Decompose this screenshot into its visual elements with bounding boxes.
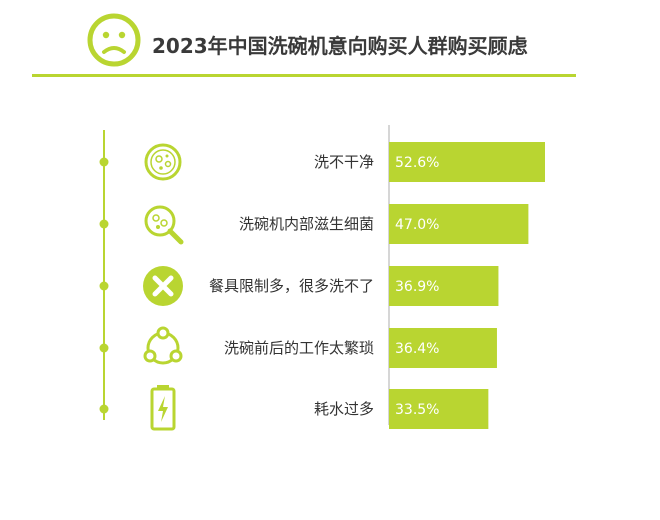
page-title: 2023年中国洗碗机意向购买人群购买顾虑	[152, 34, 528, 58]
timeline-dot	[99, 404, 109, 414]
bar	[389, 328, 497, 368]
title-divider	[32, 74, 576, 77]
cycle-icon	[143, 326, 183, 365]
timeline-dot	[99, 219, 109, 229]
chart-row: 洗碗机内部滋生细菌 47.0%	[99, 204, 529, 245]
chart-row: 耗水过多 33.5%	[99, 385, 489, 431]
chart-row: 洗不干净 52.6%	[99, 142, 545, 182]
x-circle-icon	[143, 266, 183, 306]
magnifier-bacteria-icon	[144, 205, 184, 245]
battery-bolt-icon	[150, 385, 176, 431]
chart-row: 洗碗前后的工作太繁琐 36.4%	[99, 326, 497, 368]
sad-face-icon	[86, 12, 142, 72]
category-label: 耗水过多	[314, 400, 374, 418]
category-label: 洗不干净	[314, 153, 374, 171]
timeline-dot	[99, 281, 109, 291]
category-label: 洗碗机内部滋生细菌	[239, 215, 374, 233]
value-label: 36.4%	[395, 341, 439, 357]
value-label: 33.5%	[395, 402, 439, 418]
category-label: 洗碗前后的工作太繁琐	[224, 339, 374, 357]
value-label: 52.6%	[395, 155, 439, 171]
bacteria-dish-icon	[144, 143, 182, 181]
bar	[389, 266, 499, 306]
bar	[389, 389, 489, 429]
value-label: 36.9%	[395, 279, 439, 295]
category-label: 餐具限制多，很多洗不了	[209, 277, 374, 295]
bar	[389, 142, 545, 182]
timeline-dot	[99, 343, 109, 353]
timeline-dot	[99, 157, 109, 167]
chart-row: 餐具限制多，很多洗不了 36.9%	[99, 266, 499, 306]
bar	[389, 204, 529, 244]
value-label: 47.0%	[395, 217, 439, 233]
